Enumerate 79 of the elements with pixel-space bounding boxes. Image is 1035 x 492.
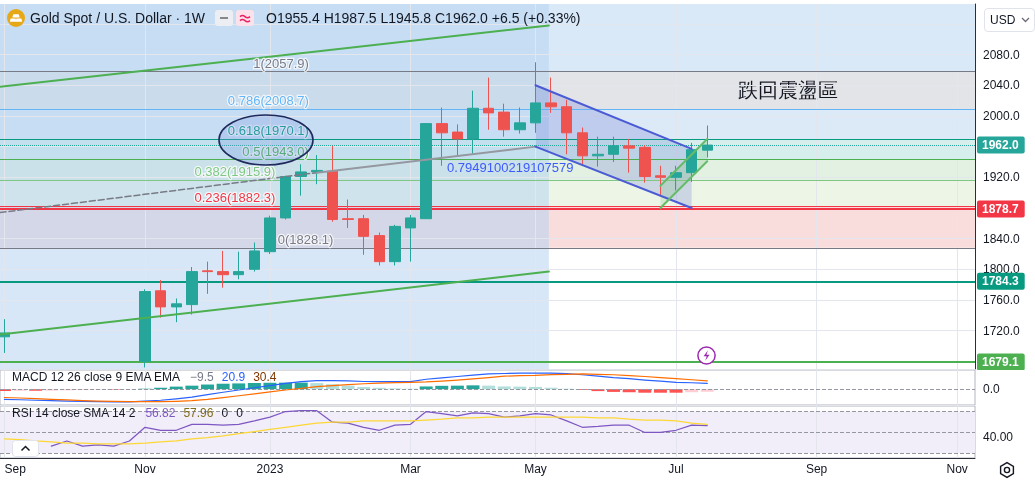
y-tick-label: 1720.0 [983, 323, 1021, 338]
bar [232, 383, 246, 390]
candlestick [655, 165, 666, 196]
annotation: 0.236(1882.3) [194, 190, 276, 206]
x-tick-label: Nov [946, 462, 968, 476]
candlestick [358, 214, 369, 256]
candlestick [249, 241, 260, 273]
candlestick [452, 123, 463, 158]
candlestick [389, 224, 401, 266]
bar [216, 383, 230, 390]
candlestick [639, 144, 651, 184]
candlestick [155, 279, 166, 319]
y-tick-label: 2040.0 [983, 78, 1021, 93]
candlestick [436, 107, 448, 167]
y-tick-label: 1840.0 [983, 231, 1021, 246]
annotation: −9.5 [190, 370, 214, 384]
x-tick-label: Sep [4, 462, 27, 476]
annotation: 0(1828.1) [277, 231, 334, 247]
annotation: 1(2057.9) [253, 55, 309, 71]
candlestick [264, 215, 276, 255]
candlestick [311, 154, 323, 185]
x-tick-label: Mar [400, 462, 421, 476]
ref-line-label: 1784.3 [982, 274, 1020, 289]
x-tick-label: Sep [805, 462, 828, 476]
x-tick-label: 2023 [256, 462, 284, 476]
x-tick-label: May [524, 462, 547, 476]
bar [497, 386, 511, 390]
annotation: 30.4 [253, 370, 277, 384]
ref-line-label: 1878.7 [982, 201, 1020, 216]
chart-title: RSI 14 close SMA 14 2 [12, 406, 136, 420]
candlestick [670, 165, 682, 191]
candlestick [405, 214, 416, 263]
candlestick [530, 61, 541, 134]
y-tick-label: 1920.0 [983, 170, 1021, 185]
candlestick [623, 138, 635, 174]
x-tick-label: Jul [668, 462, 684, 476]
candlestick [374, 232, 385, 266]
candlestick [483, 77, 494, 131]
candlestick [342, 199, 354, 229]
candlestick [186, 266, 198, 316]
bar [419, 386, 433, 390]
ref-line-label: 1962.0 [982, 138, 1020, 153]
y-tick-label: 1760.0 [983, 292, 1021, 307]
dropdown: USD [984, 8, 1035, 32]
bar [466, 385, 480, 390]
ref-line-label: 0.0 [983, 382, 1001, 397]
y-tick-label: 2080.0 [983, 47, 1021, 62]
candlestick [217, 250, 229, 289]
y-tick-label: 1800.0 [983, 262, 1021, 277]
annotation: 0.618(1970.1) [227, 122, 309, 138]
annotation: 20.9 [221, 370, 246, 384]
candlestick [498, 103, 510, 138]
x-tick-label: Nov [134, 462, 156, 476]
bar [357, 386, 371, 390]
candlestick [327, 145, 338, 223]
annotation: 0.786(2008.7) [227, 93, 309, 109]
text: 40.00 [983, 430, 1014, 444]
y-axis-title: USD [990, 13, 1016, 27]
candlestick [577, 126, 588, 165]
annotation: 57.96 [183, 406, 214, 420]
chart-title: MACD 12 26 close 9 EMA EMA [12, 370, 181, 384]
candlestick [514, 107, 526, 135]
candlestick [280, 175, 291, 220]
candlestick [171, 297, 182, 323]
annotation: 0 [221, 406, 229, 420]
annotation: 0.382(1915.9) [194, 164, 276, 180]
candlestick [561, 99, 572, 155]
annotation: 0.5(1943.0) [242, 143, 309, 159]
candlestick [233, 251, 244, 280]
annotation: 0.7949100219107579 [447, 160, 574, 175]
candlestick [139, 288, 151, 368]
annotation: O1955.4 H1987.5 L1945.8 C1962.0 +6.5 (+0.33%) [266, 9, 581, 27]
annotation: 0 [236, 406, 243, 420]
candlestick [545, 77, 557, 114]
candlestick [202, 261, 213, 295]
ref-line-label: 1679.1 [982, 355, 1020, 370]
chart-title: Gold Spot / U.S. Dollar · 1W [30, 9, 206, 27]
y-tick-label: 2000.0 [983, 108, 1021, 123]
bar [528, 386, 542, 390]
